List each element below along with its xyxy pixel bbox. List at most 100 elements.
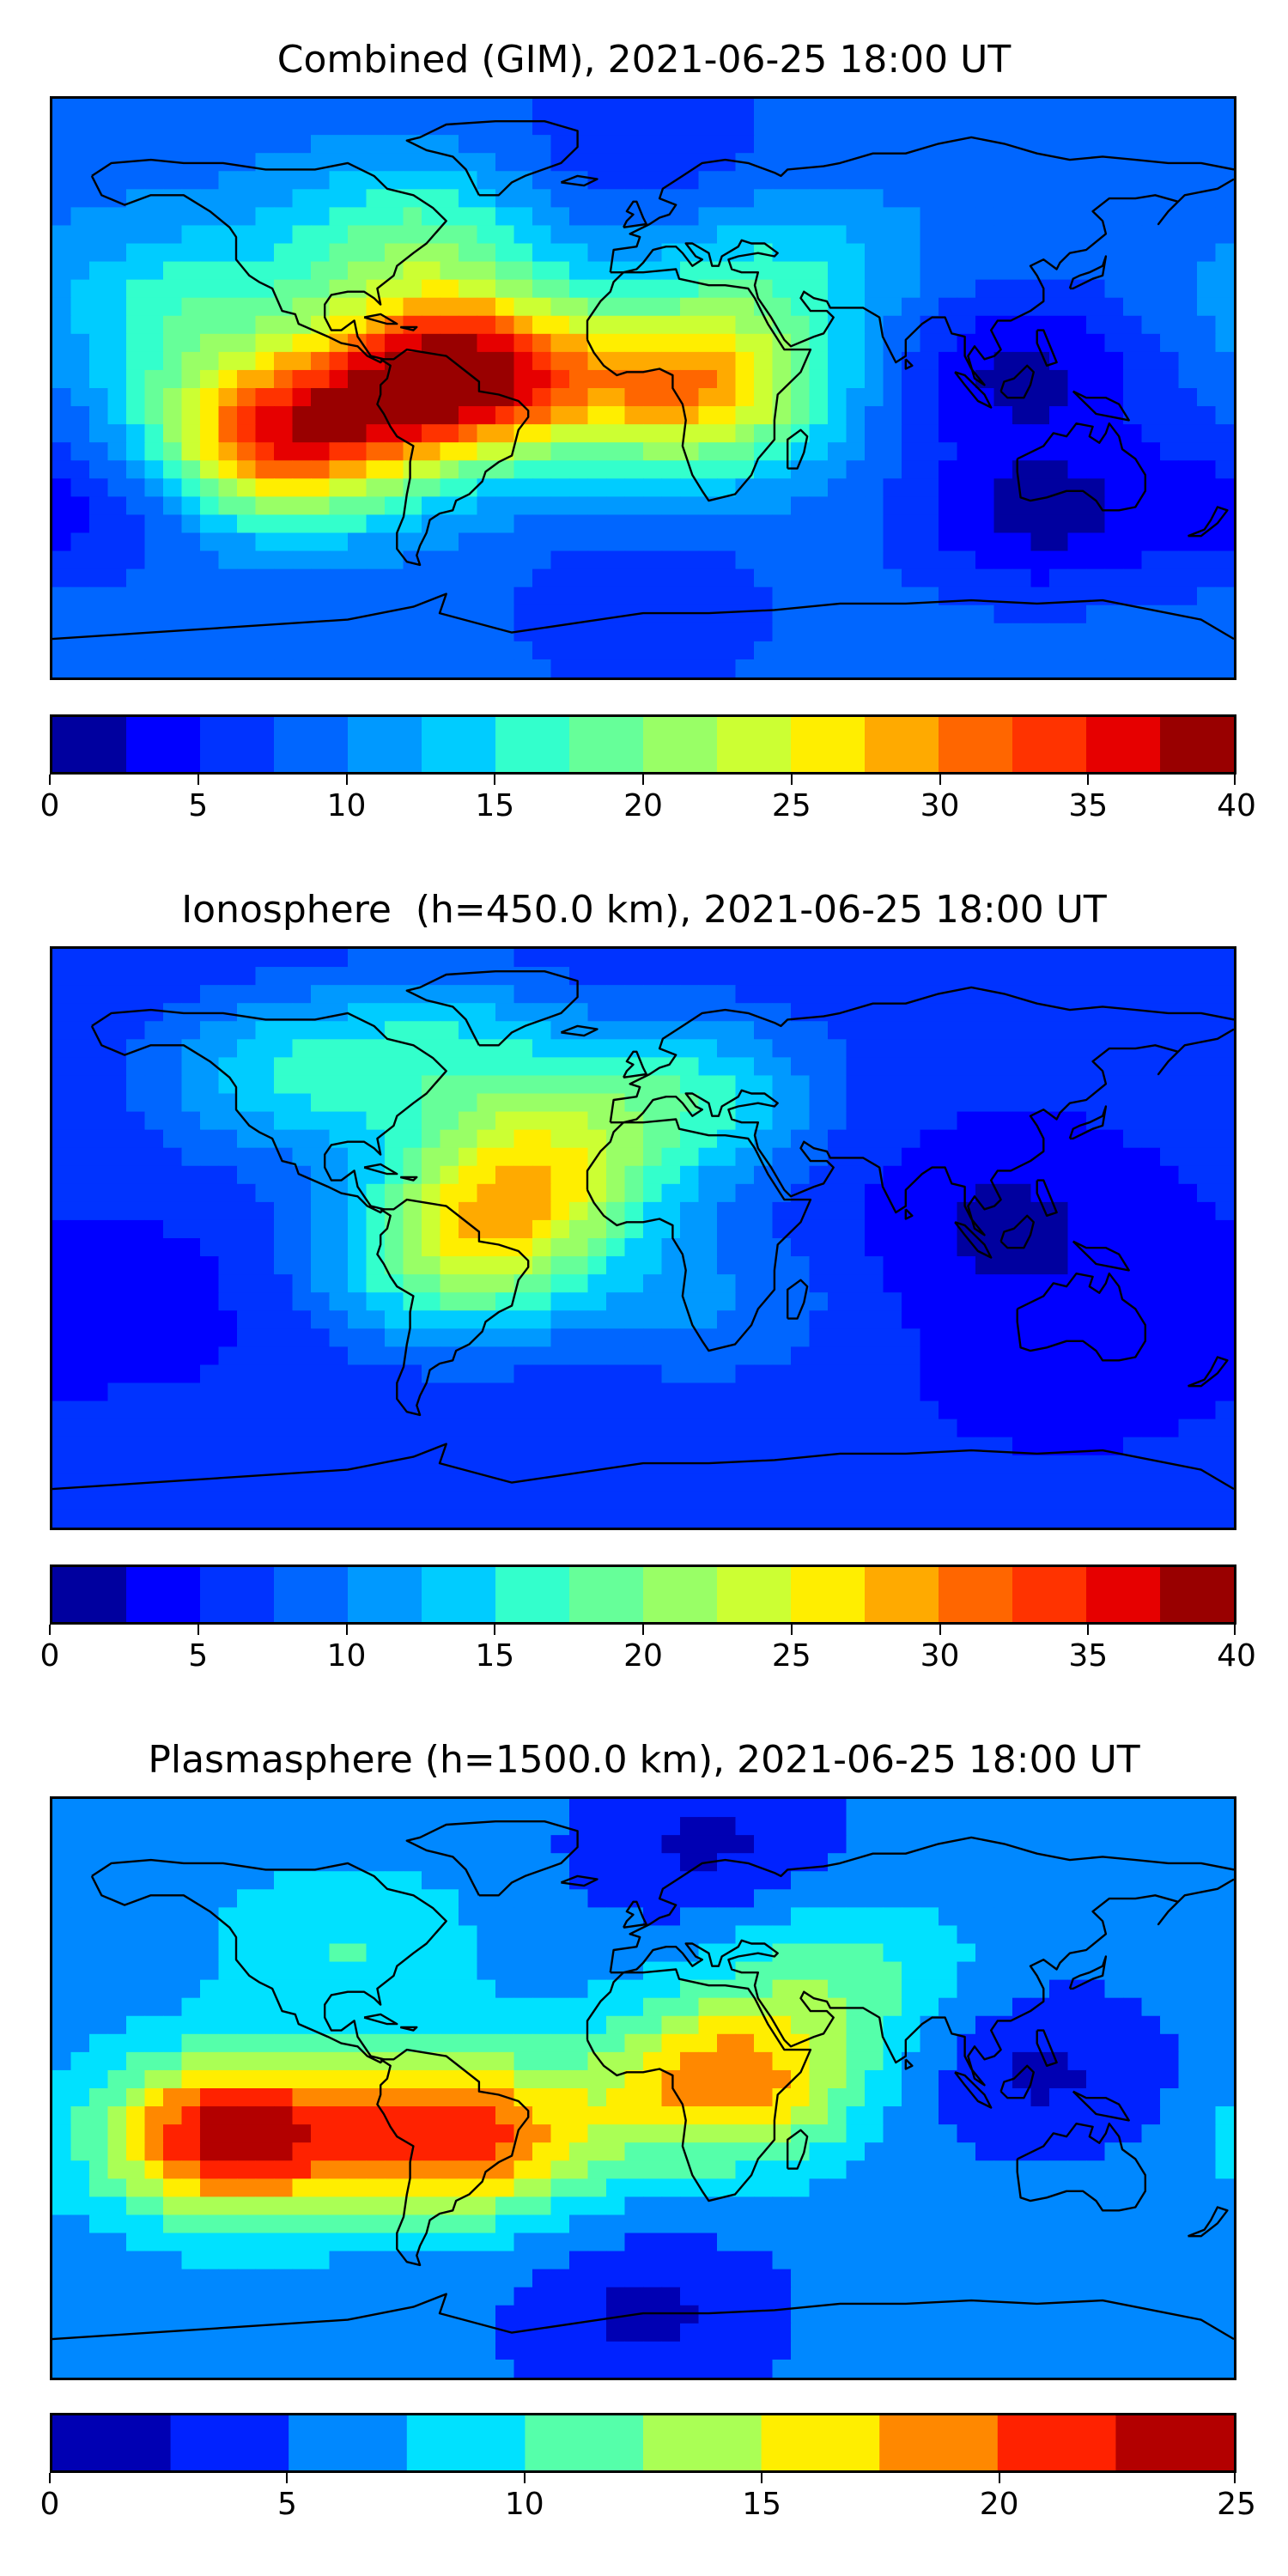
map-cell (255, 1979, 275, 1999)
map-cell (144, 1997, 164, 2017)
map-cell (1030, 1509, 1050, 1528)
coastline (1188, 1356, 1229, 1388)
map-cell (1197, 1310, 1217, 1329)
map-cell (52, 243, 72, 263)
map-cell (754, 1219, 774, 1239)
map-cell (957, 117, 976, 136)
map-cell (550, 297, 570, 317)
map-cell (772, 369, 792, 389)
map-cell (237, 949, 257, 968)
map-cell (292, 1219, 312, 1239)
map-cell (311, 117, 331, 136)
map-cell (70, 1310, 90, 1329)
map-cell (311, 135, 331, 154)
map-cell (163, 369, 183, 389)
map-cell (661, 1961, 681, 1981)
map-cell (422, 1201, 441, 1221)
map-cell (550, 135, 570, 154)
map-cell (274, 1003, 294, 1022)
map-cell (717, 171, 737, 190)
map-cell (939, 1473, 958, 1492)
map-cell (237, 641, 257, 660)
map-cell (1215, 1382, 1234, 1402)
map-cell (52, 369, 72, 389)
map-cell (385, 1997, 404, 2017)
map-cell (569, 605, 589, 624)
map-cell (939, 514, 958, 534)
map-cell (329, 1799, 349, 1818)
map-cell (1049, 1057, 1069, 1077)
map-cell (311, 532, 331, 552)
map-cell (422, 406, 441, 425)
map-cell (993, 1961, 1013, 1981)
map-cell (1049, 1129, 1069, 1149)
map-cell (181, 1817, 201, 1836)
map-cell (1123, 1400, 1143, 1420)
map-cell (477, 297, 496, 317)
map-cell (403, 641, 422, 660)
map-cell (532, 1310, 552, 1329)
map-cell (587, 568, 607, 588)
map-cell (1197, 1003, 1217, 1022)
map-cell (643, 1979, 663, 1999)
map-cell (144, 1979, 164, 1999)
map-cell (477, 1455, 496, 1474)
map-cell (52, 985, 72, 1004)
map-cell (532, 659, 552, 677)
map-cell (939, 207, 958, 227)
map-cell (902, 1183, 921, 1203)
map-cell (1049, 1256, 1069, 1275)
map-cell (348, 1057, 368, 1077)
map-cell (606, 1419, 626, 1438)
map-cell (385, 967, 404, 986)
map-cell (587, 1165, 607, 1185)
map-cell (181, 333, 201, 353)
map-cell (902, 1817, 921, 1836)
map-cell (680, 568, 700, 588)
map-cell (274, 1039, 294, 1058)
map-cell (1141, 424, 1161, 443)
map-cell (366, 1400, 386, 1420)
map-cell (661, 1400, 681, 1420)
map-cell (107, 297, 127, 317)
map-cell (329, 949, 349, 968)
map-cell (1104, 1292, 1124, 1311)
map-cell (1104, 369, 1124, 389)
map-cell (255, 496, 275, 516)
map-cell (791, 1328, 811, 1347)
map-cell (218, 1111, 238, 1131)
map-cell (1067, 659, 1087, 677)
map-cell (200, 1219, 220, 1239)
map-cell (292, 1364, 312, 1384)
map-cell (440, 1075, 459, 1095)
map-cell (828, 315, 848, 335)
map-cell (329, 1943, 349, 1963)
map-cell (1141, 1075, 1161, 1095)
map-cell (643, 1509, 663, 1528)
map-cell (200, 1147, 220, 1167)
map-cell (606, 1961, 626, 1981)
map-cell (459, 1183, 478, 1203)
map-cell (385, 550, 404, 570)
map-cell (1160, 1183, 1180, 1203)
map-cell (1086, 1437, 1106, 1456)
map-cell (348, 568, 368, 588)
map-cell (1123, 985, 1143, 1004)
map-cell (385, 1057, 404, 1077)
map-cell (311, 568, 331, 588)
map-cell (698, 1346, 718, 1366)
map-cell (1067, 1491, 1087, 1510)
map-cell (735, 117, 755, 136)
map-cell (532, 514, 552, 534)
map-cell (459, 1943, 478, 1963)
map-cell (1049, 99, 1069, 118)
map-cell (366, 1437, 386, 1456)
map-cell (403, 568, 422, 588)
map-cell (698, 315, 718, 335)
coastline (1072, 390, 1130, 422)
map-cell (865, 1129, 884, 1149)
map-cell (680, 1201, 700, 1221)
map-cell (292, 388, 312, 407)
map-cell (366, 1292, 386, 1311)
map-cell (550, 1943, 570, 1963)
